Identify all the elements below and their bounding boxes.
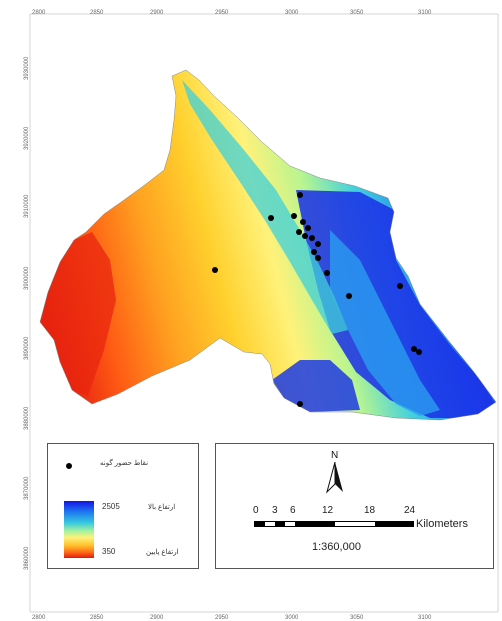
presence-point xyxy=(311,249,317,255)
scale-bar xyxy=(254,521,414,527)
scale-tick-24: 24 xyxy=(404,505,416,516)
svg-text:2900: 2900 xyxy=(150,10,164,16)
svg-text:2850: 2850 xyxy=(90,10,104,16)
svg-text:3000: 3000 xyxy=(285,615,299,621)
region-outline xyxy=(39,69,497,421)
legend: نقاط حضور گونه 2505 ارتفاع بالا 350 ارتف… xyxy=(47,443,199,569)
x-ticks-bottom: 2800 2850 2900 2950 3000 3050 3100 xyxy=(32,615,432,621)
svg-text:3870000: 3870000 xyxy=(24,476,30,500)
svg-text:3050: 3050 xyxy=(350,10,364,16)
presence-point-symbol xyxy=(66,463,72,469)
presence-point xyxy=(324,270,330,276)
presence-point xyxy=(315,241,321,247)
legend-low-label: ارتفاع پایین xyxy=(146,549,179,556)
svg-text:3100: 3100 xyxy=(418,615,432,621)
elevation-color-ramp xyxy=(64,501,94,558)
svg-text:3890000: 3890000 xyxy=(24,336,30,360)
scale-tick-3: 3 xyxy=(272,505,278,516)
svg-text:2950: 2950 xyxy=(215,10,229,16)
svg-text:3860000: 3860000 xyxy=(24,546,30,570)
legend-point-label: نقاط حضور گونه xyxy=(100,460,149,467)
legend-high-value: 2505 xyxy=(102,502,120,511)
svg-text:2900: 2900 xyxy=(150,615,164,621)
presence-point xyxy=(305,225,311,231)
scale-tick-0: 0 xyxy=(253,505,259,516)
presence-point xyxy=(300,219,306,225)
y-ticks-left: 3930000 3920000 3910000 3900000 3890000 … xyxy=(24,56,30,570)
scale-ratio: 1:360,000 xyxy=(312,541,361,553)
svg-text:2950: 2950 xyxy=(215,615,229,621)
svg-text:3900000: 3900000 xyxy=(24,266,30,290)
svg-text:2800: 2800 xyxy=(32,615,46,621)
presence-point xyxy=(302,233,308,239)
map-frame xyxy=(29,13,499,613)
svg-text:2850: 2850 xyxy=(90,615,104,621)
presence-points xyxy=(212,192,422,407)
svg-text:3920000: 3920000 xyxy=(24,126,30,150)
presence-point xyxy=(411,346,417,352)
svg-text:3000: 3000 xyxy=(285,10,299,16)
svg-text:N: N xyxy=(331,450,338,461)
svg-text:3100: 3100 xyxy=(418,10,432,16)
svg-text:3880000: 3880000 xyxy=(24,406,30,430)
svg-text:3050: 3050 xyxy=(350,615,364,621)
svg-text:3910000: 3910000 xyxy=(24,194,30,218)
svg-text:3930000: 3930000 xyxy=(24,56,30,80)
svg-text:2800: 2800 xyxy=(32,10,46,16)
presence-point xyxy=(291,213,297,219)
north-arrow-icon: N xyxy=(326,450,343,494)
scale-panel: N 0 3 6 12 18 24 Kilometers 1:360,000 xyxy=(215,443,494,569)
scale-unit: Kilometers xyxy=(416,518,468,530)
presence-point xyxy=(297,192,303,198)
presence-point xyxy=(416,349,422,355)
scale-tick-18: 18 xyxy=(364,505,376,516)
presence-point xyxy=(309,235,315,241)
presence-point xyxy=(296,229,302,235)
presence-point xyxy=(268,215,274,221)
scale-tick-12: 12 xyxy=(322,505,334,516)
x-ticks-top: 2800 2850 2900 2950 3000 3050 3100 xyxy=(32,10,432,16)
presence-point xyxy=(212,267,218,273)
legend-low-value: 350 xyxy=(102,547,116,556)
legend-high-label: ارتفاع بالا xyxy=(148,504,176,511)
study-region xyxy=(40,70,496,420)
presence-point xyxy=(315,255,321,261)
presence-point xyxy=(397,283,403,289)
scale-tick-6: 6 xyxy=(290,505,296,516)
presence-point xyxy=(297,401,303,407)
presence-point xyxy=(346,293,352,299)
